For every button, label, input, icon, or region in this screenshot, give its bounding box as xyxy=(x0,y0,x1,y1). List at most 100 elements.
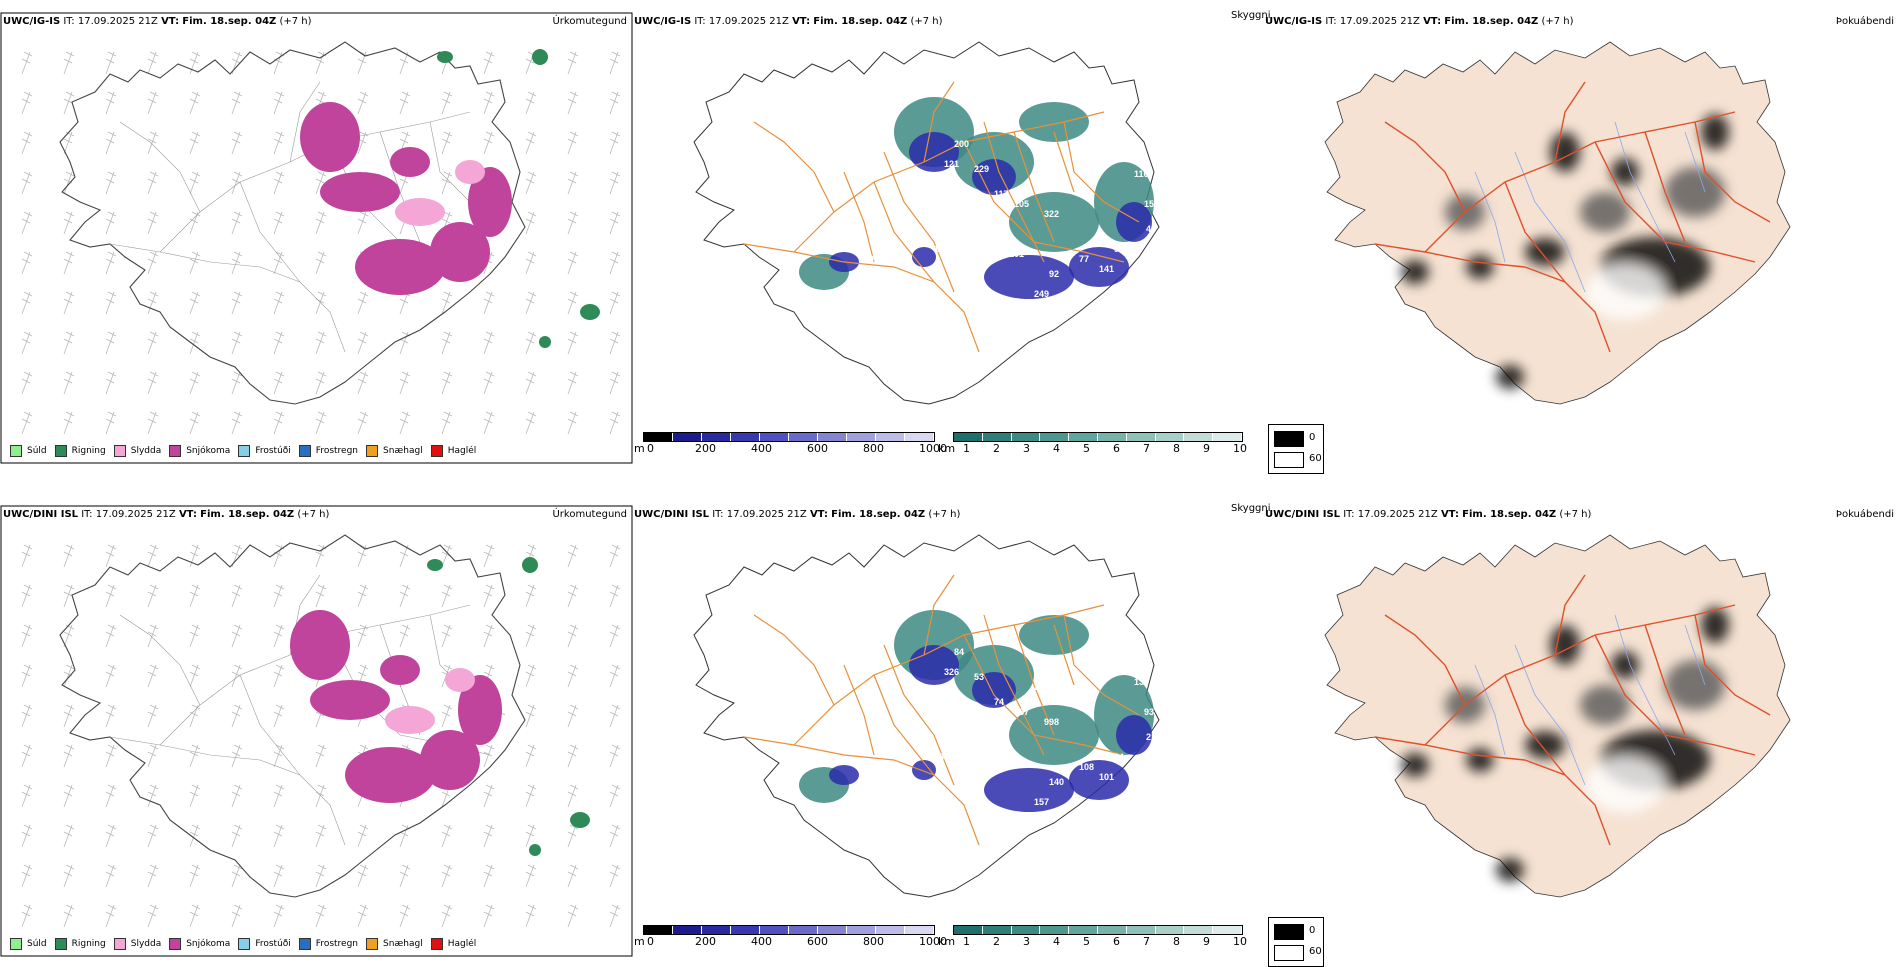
visibility-area xyxy=(1019,615,1089,655)
ceiling-label: 200 xyxy=(954,139,969,149)
wind-barb xyxy=(231,211,243,235)
wind-barb xyxy=(231,331,243,355)
visibility-tick: 5 xyxy=(1083,442,1090,455)
wind-barb xyxy=(21,131,33,155)
wind-barb xyxy=(441,411,453,435)
ceiling-label: 110 xyxy=(1134,169,1149,179)
wind-barb xyxy=(63,211,75,235)
wind-barb xyxy=(273,704,285,728)
wind-barb xyxy=(567,624,579,648)
fog-legend-label-0: 0 xyxy=(1309,925,1316,936)
wind-barb xyxy=(567,131,579,155)
model-name: UWC/DINI ISL xyxy=(634,509,710,520)
ceiling-label: 158 xyxy=(1144,199,1159,209)
visibility-tick: 10 xyxy=(1233,442,1247,455)
wind-barb xyxy=(21,704,33,728)
wind-barb xyxy=(357,291,369,315)
it-value: 17.09.2025 21Z xyxy=(77,16,158,27)
fog-area xyxy=(1466,255,1494,279)
precip-legend-item: Súld xyxy=(10,445,47,457)
wind-barb xyxy=(63,864,75,888)
ceiling-label: 101 xyxy=(1009,249,1024,259)
legend-swatch xyxy=(10,938,22,950)
ceiling-label: 117 xyxy=(994,189,1009,199)
fog-area xyxy=(1580,685,1630,725)
ceiling-bar-cell xyxy=(905,433,934,441)
visibility-tick: 2 xyxy=(993,935,1000,948)
wind-barb xyxy=(105,131,117,155)
ceiling-label: 97 xyxy=(1114,244,1124,254)
visibility-tick: 9 xyxy=(1203,935,1210,948)
wind-barb xyxy=(399,91,411,115)
legend-label: Slydda xyxy=(130,446,162,456)
precip-legend-item: Rigning xyxy=(54,445,106,457)
wind-barb xyxy=(147,704,159,728)
it-label: IT: xyxy=(1325,16,1337,27)
wind-barb xyxy=(525,371,537,395)
wind-barb xyxy=(273,584,285,608)
wind-barb xyxy=(189,371,201,395)
wind-barb xyxy=(525,131,537,155)
ceiling-bar-cell xyxy=(818,433,847,441)
wind-barb xyxy=(441,171,453,195)
wind-barb xyxy=(315,411,327,435)
snow-area xyxy=(310,680,390,720)
wind-barb xyxy=(609,171,621,195)
wind-barb xyxy=(525,904,537,928)
visibility-area xyxy=(984,768,1074,812)
wind-barb xyxy=(105,544,117,568)
vt-value: Fim. 18.sep. 04Z xyxy=(182,16,277,27)
legend-label: Snjókoma xyxy=(186,939,231,949)
ceiling-label: 141 xyxy=(1099,264,1114,274)
wind-barb xyxy=(21,544,33,568)
visibility-bar-cell xyxy=(1097,433,1127,441)
it-value: 17.09.2025 21Z xyxy=(1339,16,1420,27)
wind-barb xyxy=(399,904,411,928)
ceiling-label: 109 xyxy=(949,692,964,702)
wind-barb xyxy=(105,664,117,688)
wind-barb xyxy=(273,904,285,928)
wind-barb xyxy=(273,291,285,315)
visibility-bar-cell xyxy=(1155,433,1185,441)
model-name: UWC/DINI ISL xyxy=(1265,509,1341,520)
it-label: IT: xyxy=(712,509,724,520)
wind-barb xyxy=(189,784,201,808)
wind-barb xyxy=(105,291,117,315)
ceiling-label: 152 xyxy=(969,752,984,762)
wind-barb xyxy=(357,584,369,608)
visibility-tick: 5 xyxy=(1083,935,1090,948)
fog-panel: UWC/IG-IS IT: 17.09.2025 21Z VT: Fim. 18… xyxy=(1265,12,1900,422)
model-name: UWC/IG-IS xyxy=(634,16,692,27)
fog-area xyxy=(1585,757,1665,813)
snow-area xyxy=(468,167,512,237)
wind-barb xyxy=(189,291,201,315)
visibility-tick: 8 xyxy=(1173,935,1180,948)
wind-barb xyxy=(231,784,243,808)
rain-area xyxy=(522,557,538,573)
ceiling-tick: 800 xyxy=(863,442,884,455)
wind-barb xyxy=(609,131,621,155)
wind-barb xyxy=(189,664,201,688)
wind-barb xyxy=(609,664,621,688)
ceiling-label: 121 xyxy=(944,159,959,169)
wind-barb xyxy=(273,744,285,768)
it-value: 17.09.2025 21Z xyxy=(1357,509,1438,520)
wind-barb xyxy=(609,291,621,315)
wind-barb xyxy=(567,371,579,395)
wind-barb xyxy=(63,544,75,568)
visibility-tick: 10 xyxy=(1233,935,1247,948)
wind-barb xyxy=(147,584,159,608)
wind-barb xyxy=(21,411,33,435)
ceiling-label: 211 xyxy=(1146,732,1161,742)
wind-barb xyxy=(357,904,369,928)
visibility-bar-cell xyxy=(1184,433,1214,441)
visibility-bar-cell xyxy=(1184,926,1214,934)
ceiling-tick: 600 xyxy=(807,442,828,455)
wind-barb xyxy=(63,411,75,435)
ceiling-label: 66 xyxy=(949,184,959,194)
snow-area xyxy=(390,147,430,177)
wind-barb xyxy=(147,784,159,808)
ceiling-tick: 400 xyxy=(751,442,772,455)
wind-barb xyxy=(147,51,159,75)
